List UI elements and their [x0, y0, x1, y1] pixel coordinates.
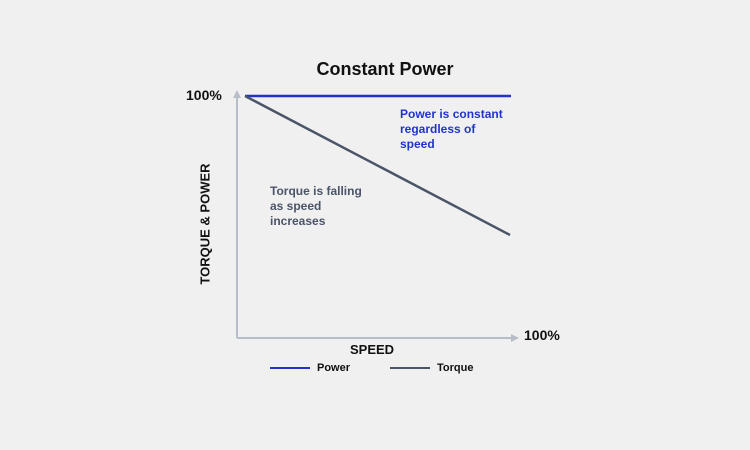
legend-item-power: Power: [270, 362, 350, 374]
legend-label-power: Power: [317, 362, 351, 374]
torque-line: [244, 94, 511, 237]
x-tick-label: 100%: [524, 327, 560, 343]
legend-label-torque: Torque: [437, 362, 474, 374]
torque-annotation-line: increases: [270, 214, 326, 228]
chart-title: Constant Power: [316, 59, 454, 79]
legend: Power Torque: [270, 362, 513, 374]
power-annotation-line: speed: [400, 137, 435, 151]
legend-item-torque: Torque: [390, 362, 473, 374]
power-annotation-line: regardless of: [400, 122, 476, 136]
y-axis-label: TORQUE & POWER: [197, 163, 213, 285]
power-annotation-line: Power is constant: [400, 107, 503, 121]
y-axis-arrow-icon: [233, 90, 241, 98]
torque-annotation-line: Torque is falling: [270, 184, 362, 198]
y-tick-label: 100%: [186, 87, 222, 103]
torque-annotation: Torque is falling as speed increases: [270, 184, 390, 229]
power-annotation: Power is constant regardless of speed: [400, 107, 530, 152]
x-axis-arrow-icon: [511, 334, 519, 342]
legend-swatch-power: [270, 367, 310, 369]
x-axis-label: SPEED: [350, 342, 395, 357]
torque-annotation-line: as speed: [270, 199, 322, 213]
legend-swatch-torque: [390, 367, 431, 369]
